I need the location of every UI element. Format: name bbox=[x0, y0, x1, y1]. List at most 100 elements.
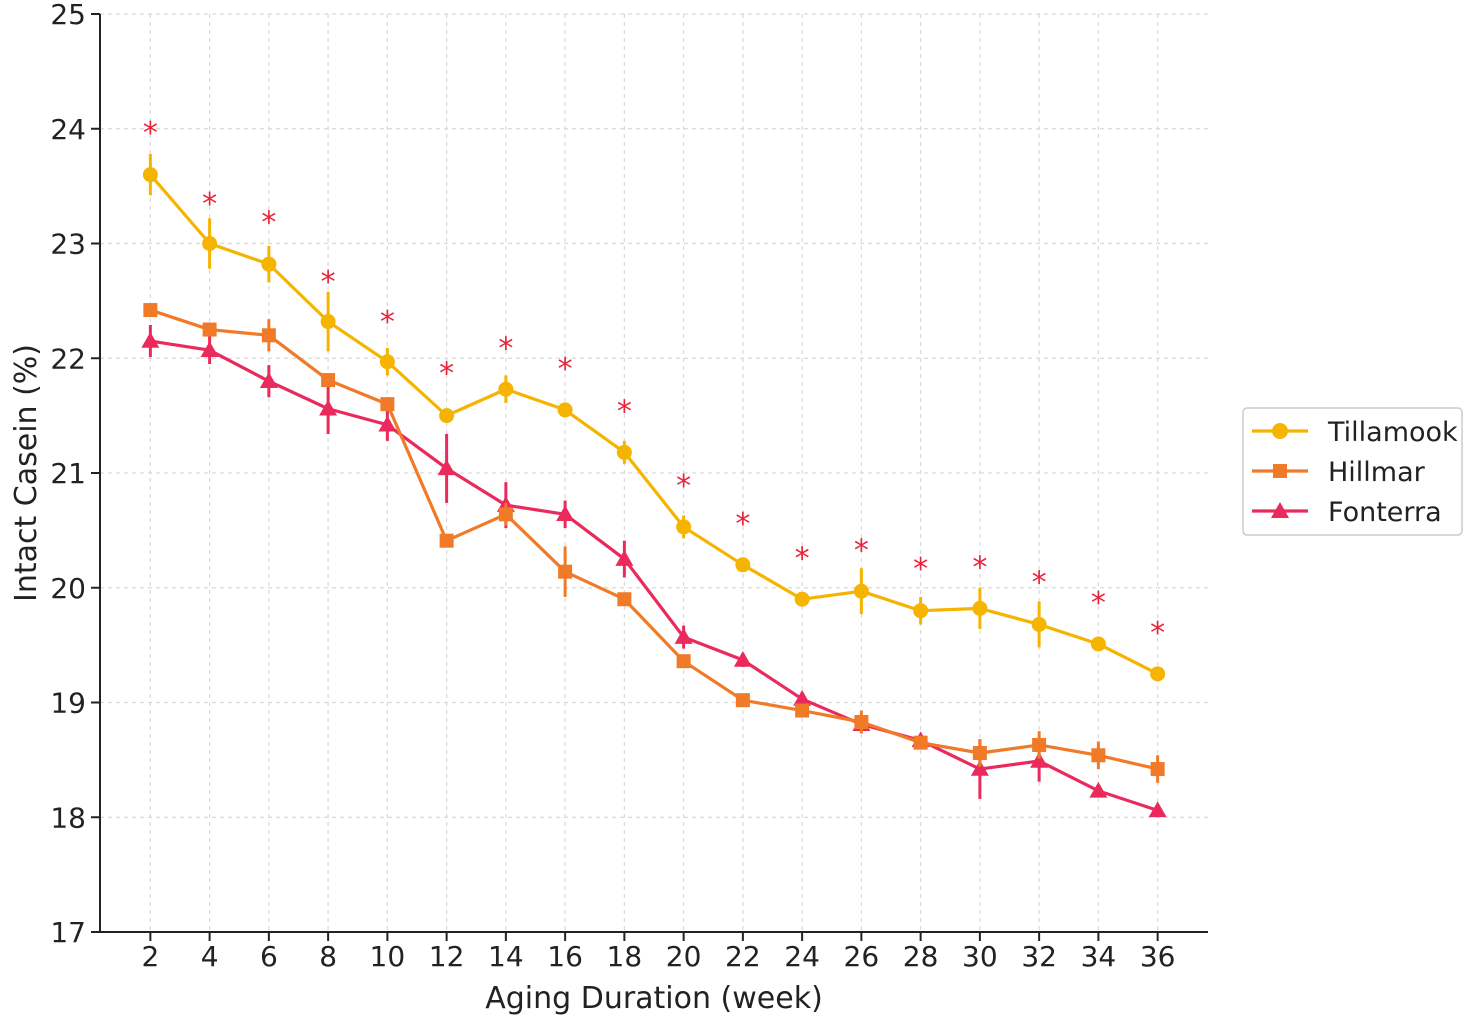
data-point bbox=[676, 519, 692, 535]
x-tick-label: 16 bbox=[547, 940, 583, 973]
x-tick-label: 10 bbox=[370, 940, 406, 973]
series-fonterra bbox=[141, 324, 1167, 818]
data-point bbox=[1090, 636, 1106, 652]
significance-marker: * bbox=[321, 265, 336, 300]
x-tick-label: 2 bbox=[141, 940, 159, 973]
data-point bbox=[379, 354, 395, 370]
data-point bbox=[676, 654, 691, 669]
data-point bbox=[558, 564, 573, 579]
x-tick-label: 4 bbox=[201, 940, 219, 973]
y-tick-label: 17 bbox=[50, 916, 86, 949]
y-tick-label: 23 bbox=[50, 228, 86, 261]
data-point bbox=[913, 603, 929, 619]
data-point bbox=[733, 651, 752, 667]
data-point bbox=[616, 444, 632, 460]
data-point bbox=[1089, 781, 1108, 798]
series-hillmar bbox=[143, 303, 1165, 783]
significance-marker: * bbox=[795, 541, 810, 576]
significance-marker: * bbox=[261, 205, 276, 240]
data-point bbox=[735, 557, 751, 573]
significance-marker: * bbox=[617, 395, 632, 430]
data-point bbox=[853, 583, 869, 599]
data-point bbox=[1031, 616, 1047, 632]
x-tick-label: 22 bbox=[725, 940, 761, 973]
data-point bbox=[319, 399, 338, 416]
significance-marker: * bbox=[1091, 586, 1106, 621]
data-point bbox=[439, 408, 455, 424]
series-line-hillmar bbox=[149, 308, 1158, 771]
x-axis-title: Aging Duration (week) bbox=[485, 981, 823, 1016]
x-tick-label: 14 bbox=[488, 940, 524, 973]
legend-label: Fonterra bbox=[1328, 497, 1442, 528]
data-point bbox=[557, 402, 573, 418]
y-tick-label: 20 bbox=[50, 572, 86, 605]
data-point bbox=[142, 167, 158, 183]
data-point bbox=[261, 328, 276, 343]
data-point bbox=[854, 715, 869, 730]
series-line-fonterra bbox=[150, 339, 1159, 812]
significance-marker: * bbox=[498, 331, 513, 366]
significance-marker: * bbox=[972, 551, 987, 586]
data-point bbox=[617, 592, 632, 607]
series-tillamook bbox=[142, 153, 1166, 682]
legend-marker bbox=[1272, 423, 1288, 439]
data-point bbox=[439, 533, 454, 548]
data-point bbox=[794, 591, 810, 607]
legend-marker bbox=[1273, 464, 1287, 478]
x-tick-label: 32 bbox=[1021, 940, 1057, 973]
significance-marker: * bbox=[1150, 616, 1165, 651]
x-tick-label: 8 bbox=[319, 940, 337, 973]
data-point bbox=[202, 322, 217, 337]
data-point bbox=[1032, 737, 1047, 752]
data-point bbox=[259, 372, 278, 388]
x-tick-label: 28 bbox=[903, 940, 939, 973]
data-point bbox=[1091, 748, 1106, 763]
significance-marker: * bbox=[735, 507, 750, 542]
significance-marker: * bbox=[202, 187, 217, 222]
significance-marker: * bbox=[1032, 566, 1047, 601]
data-point bbox=[202, 236, 218, 251]
series-line-tillamook bbox=[149, 173, 1159, 676]
data-point bbox=[321, 373, 336, 388]
data-point bbox=[1030, 752, 1049, 768]
grid bbox=[100, 13, 1208, 933]
data-point bbox=[1148, 801, 1167, 818]
x-tick-label: 6 bbox=[260, 940, 278, 973]
x-tick-label: 24 bbox=[784, 940, 820, 973]
legend-label: Tillamook bbox=[1327, 417, 1458, 448]
y-tick-label: 19 bbox=[50, 687, 86, 720]
legend-label: Hillmar bbox=[1328, 457, 1426, 488]
x-tick-label: 20 bbox=[666, 940, 702, 973]
significance-marker: * bbox=[143, 116, 158, 151]
data-point bbox=[615, 550, 634, 566]
x-tick-label: 36 bbox=[1140, 940, 1176, 973]
y-tick-label: 24 bbox=[50, 113, 86, 146]
legend: Tillamook Hillmar Fonterra bbox=[1242, 407, 1463, 536]
data-point bbox=[1150, 762, 1165, 777]
data-point bbox=[972, 600, 988, 616]
legend-item-hillmar: Hillmar bbox=[1252, 457, 1426, 488]
data-point bbox=[200, 341, 219, 357]
significance-marker: * bbox=[676, 469, 691, 504]
significance-marker: * bbox=[854, 533, 869, 568]
data-point bbox=[141, 332, 160, 348]
data-point bbox=[320, 314, 336, 330]
x-tick-label: 26 bbox=[844, 940, 880, 973]
significance-marker: * bbox=[380, 305, 395, 340]
data-point bbox=[437, 459, 456, 476]
legend-item-tillamook: Tillamook bbox=[1252, 417, 1458, 448]
y-tick-label: 25 bbox=[50, 0, 86, 31]
significance-marker: * bbox=[913, 552, 928, 587]
data-point bbox=[913, 735, 928, 750]
data-point bbox=[795, 703, 810, 718]
legend-marker bbox=[1271, 502, 1289, 518]
y-tick-label: 22 bbox=[50, 342, 86, 375]
x-tick-label: 18 bbox=[607, 940, 643, 973]
y-tick-label: 21 bbox=[50, 457, 86, 490]
significance-marker: * bbox=[558, 352, 573, 387]
legend-item-fonterra: Fonterra bbox=[1252, 497, 1442, 528]
legend-box bbox=[1242, 407, 1463, 536]
data-point bbox=[261, 256, 277, 272]
